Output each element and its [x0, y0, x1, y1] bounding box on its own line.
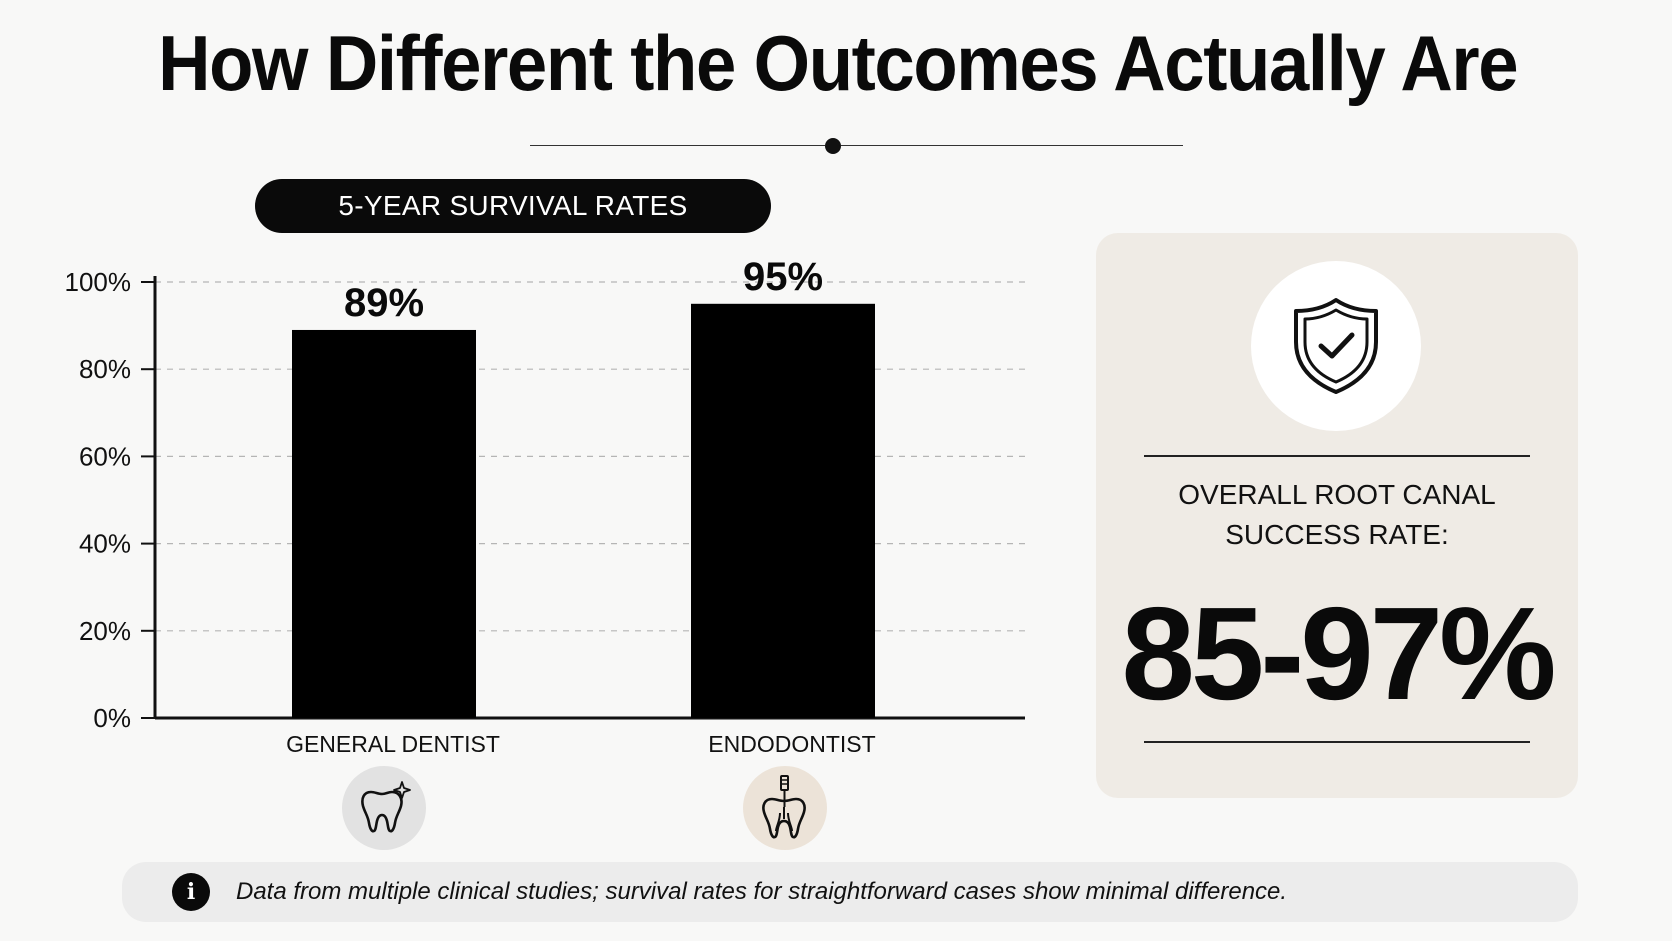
tooth-sparkle-icon: [361, 781, 411, 833]
card-rule-top: [1144, 455, 1530, 457]
bar: [292, 329, 476, 718]
shield-check-icon: [1294, 298, 1378, 394]
page-title: How Different the Outcomes Actually Are: [158, 19, 1518, 107]
bar-value-label: 95%: [743, 255, 823, 299]
bar-value-label: 89%: [344, 281, 424, 325]
info-icon: i: [172, 873, 210, 911]
card-rule-bottom: [1144, 741, 1530, 743]
y-tick-label: 80%: [79, 354, 131, 384]
title-divider-right: [841, 145, 1183, 146]
chart-section-pill: 5-YEAR SURVIVAL RATES: [255, 179, 771, 233]
general-dentist-icon-badge: [342, 766, 426, 850]
title-divider-left: [530, 145, 825, 146]
title-divider-dot: [825, 138, 841, 154]
footnote-text: Data from multiple clinical studies; sur…: [236, 878, 1288, 905]
y-tick-label: 40%: [79, 529, 131, 559]
survival-bar-chart: 0% 20% 40% 60% 80% 100% 89% GENERAL DENTIST 95% E…: [65, 255, 1025, 757]
y-tick-label: 100%: [65, 267, 132, 297]
y-tick-label: 60%: [79, 441, 131, 471]
y-tick-label: 0%: [93, 703, 131, 733]
x-category-label: ENDODONTIST: [708, 731, 875, 757]
success-rate-card: OVERALL ROOT CANAL SUCCESS RATE: 85-97%: [1096, 233, 1578, 798]
footnote-bar: i Data from multiple clinical studies; s…: [122, 862, 1578, 922]
y-tick-label: 20%: [79, 616, 131, 646]
success-rate-label-line2: SUCCESS RATE:: [1225, 519, 1449, 550]
success-rate-value: 85-97%: [1121, 580, 1557, 727]
endodontist-icon-badge: [743, 766, 827, 850]
x-category-label: GENERAL DENTIST: [286, 731, 500, 757]
success-rate-label-line1: OVERALL ROOT CANAL: [1178, 479, 1496, 510]
root-canal-tooth-icon: [762, 775, 806, 839]
shield-badge: [1251, 261, 1421, 431]
success-rate-label: OVERALL ROOT CANAL SUCCESS RATE:: [1096, 475, 1578, 555]
bar: [691, 303, 875, 718]
